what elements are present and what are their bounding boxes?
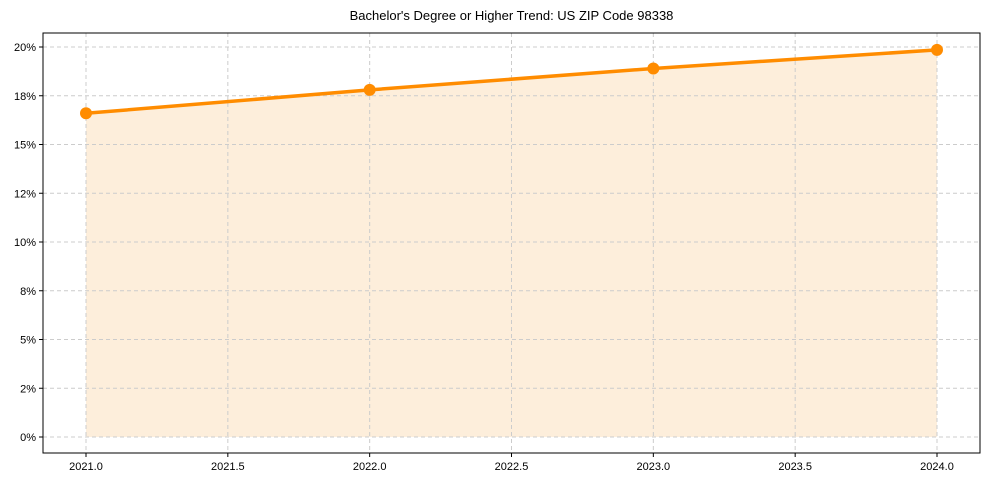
data-point-marker: [647, 62, 660, 75]
data-point-marker: [363, 83, 376, 96]
y-tick-label: 12%: [14, 188, 36, 200]
x-tick-label: 2024.0: [920, 461, 954, 473]
x-tick-label: 2022.0: [353, 461, 387, 473]
chart-title: Bachelor's Degree or Higher Trend: US ZI…: [349, 8, 674, 23]
x-tick-label: 2021.5: [211, 461, 245, 473]
y-tick-label: 15%: [14, 140, 36, 152]
data-point-marker: [931, 43, 943, 56]
x-tick-label: 2023.5: [778, 461, 812, 473]
y-tick-label: 10%: [14, 237, 36, 249]
x-tick-label: 2021.0: [69, 461, 103, 473]
data-point-marker: [80, 107, 92, 120]
y-tick-label: 8%: [20, 286, 36, 298]
data-line: [85, 48, 938, 116]
x-tick-label: 2023.0: [637, 461, 671, 473]
y-tick-label: 2%: [20, 383, 36, 395]
x-tick-label: 2022.5: [495, 461, 529, 473]
y-tick-label: 5%: [20, 335, 36, 347]
y-tick-label: 0%: [20, 432, 36, 444]
y-tick-label: 20%: [14, 42, 36, 54]
y-tick-label: 18%: [14, 91, 36, 103]
